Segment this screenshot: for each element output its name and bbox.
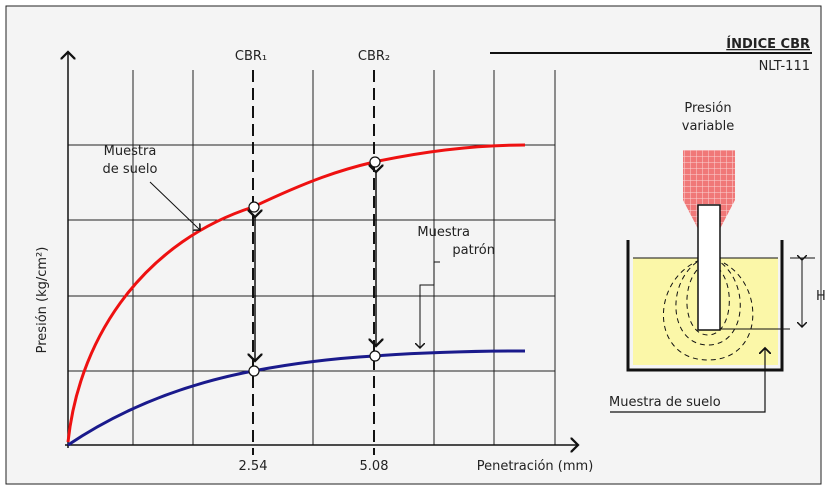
- curve-label: Muestra: [417, 225, 470, 240]
- sample-label: Muestra de suelo: [609, 395, 721, 410]
- x-axis-label: Penetración (mm): [477, 459, 594, 474]
- title: ÍNDICE CBR: [726, 36, 810, 52]
- marker-label: CBR₁: [235, 49, 267, 64]
- curve-label: patrón: [452, 243, 495, 258]
- marker-label: CBR₂: [358, 49, 390, 64]
- standard: NLT-111: [759, 59, 810, 74]
- height-label: H: [816, 289, 826, 304]
- diagram: CBR₁ CBR₂ 2.54 5.08 Penetración (mm) Pre…: [0, 0, 827, 490]
- load-label: variable: [682, 119, 734, 134]
- y-axis-label: Presión (kg/cm²): [35, 247, 50, 354]
- x-tick-label: 2.54: [239, 459, 268, 474]
- curve-label: de suelo: [103, 162, 158, 177]
- piston: [698, 205, 720, 330]
- load-label: Presión: [684, 101, 731, 116]
- x-tick-label: 5.08: [360, 459, 389, 474]
- curve-label: Muestra: [104, 144, 157, 159]
